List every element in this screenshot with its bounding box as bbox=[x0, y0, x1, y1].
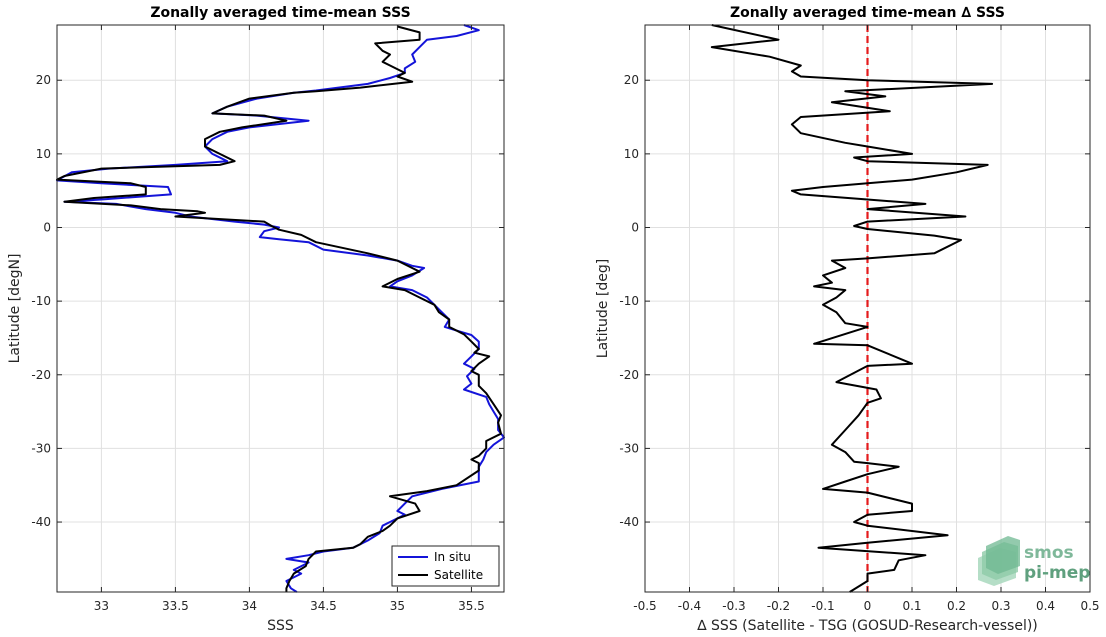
y-tick-label: -30 bbox=[31, 441, 51, 455]
y-tick-label: -20 bbox=[31, 368, 51, 382]
x-tick-label: 0.1 bbox=[902, 599, 921, 613]
y-tick-label: -30 bbox=[619, 441, 639, 455]
x-tick-label: 34 bbox=[242, 599, 257, 613]
x-tick-label: 0 bbox=[864, 599, 872, 613]
x-tick-label: 34.5 bbox=[310, 599, 337, 613]
y-tick-label: -20 bbox=[619, 368, 639, 382]
axes-frame bbox=[56, 24, 505, 593]
right-chart-xlabel: ∆ SSS (Satellite - TSG (GOSUD-Research-v… bbox=[696, 618, 1038, 634]
y-tick-label: 20 bbox=[36, 73, 51, 87]
x-tick-label: -0.3 bbox=[722, 599, 745, 613]
smos-pi-mep-logo: smos pi-mep bbox=[978, 536, 1090, 586]
y-tick-label: -10 bbox=[619, 294, 639, 308]
logo-text-pi-mep: pi-mep bbox=[1024, 563, 1090, 583]
left-chart-title: Zonally averaged time-mean SSS bbox=[150, 5, 410, 21]
logo-layers-icon bbox=[978, 536, 1020, 586]
x-tick-label: 0.5 bbox=[1080, 599, 1099, 613]
satellite-series-line bbox=[56, 25, 502, 592]
x-tick-label: -0.4 bbox=[678, 599, 701, 613]
right-chart-title: Zonally averaged time-mean ∆ SSS bbox=[730, 5, 1005, 21]
x-tick-label: 0.3 bbox=[991, 599, 1010, 613]
y-tick-label: 0 bbox=[43, 221, 51, 235]
y-tick-label: -40 bbox=[619, 515, 639, 529]
legend-satellite-label: Satellite bbox=[434, 568, 483, 582]
x-tick-label: 0.4 bbox=[1036, 599, 1055, 613]
y-tick-label: -10 bbox=[31, 294, 51, 308]
right-chart-ylabel: Latitude [deg] bbox=[595, 259, 611, 358]
legend: In situ Satellite bbox=[391, 545, 500, 587]
x-tick-label: -0.1 bbox=[811, 599, 834, 613]
left-chart-xlabel: SSS bbox=[267, 618, 294, 634]
left-chart-ylabel: Latitude [degN] bbox=[7, 254, 23, 364]
x-tick-label: 0.2 bbox=[947, 599, 966, 613]
x-tick-label: 35.5 bbox=[458, 599, 485, 613]
delta-sss-series-line bbox=[710, 24, 994, 593]
y-tick-label: 20 bbox=[624, 73, 639, 87]
x-tick-label: -0.5 bbox=[633, 599, 656, 613]
logo-text-smos: smos bbox=[1024, 543, 1074, 563]
x-tick-label: -0.2 bbox=[767, 599, 790, 613]
x-tick-label: 35 bbox=[390, 599, 405, 613]
y-tick-label: 0 bbox=[631, 221, 639, 235]
right-chart-delta-sss: -0.5 -0.4 -0.3 -0.2 -0.1 0 0.1 0.2 0.3 0.4 0.5 20 10… bbox=[595, 5, 1100, 634]
x-tick-label: 33 bbox=[94, 599, 109, 613]
legend-in-situ-label: In situ bbox=[434, 550, 471, 564]
y-tick-label: -40 bbox=[31, 515, 51, 529]
left-chart-sss: 33 33.5 34 34.5 35 35.5 20 10 0 -10 -20 -30 -40 Zonal… bbox=[7, 5, 505, 634]
y-tick-label: 10 bbox=[36, 147, 51, 161]
y-tick-label: 10 bbox=[624, 147, 639, 161]
x-tick-label: 33.5 bbox=[162, 599, 189, 613]
legend-box bbox=[391, 545, 500, 587]
